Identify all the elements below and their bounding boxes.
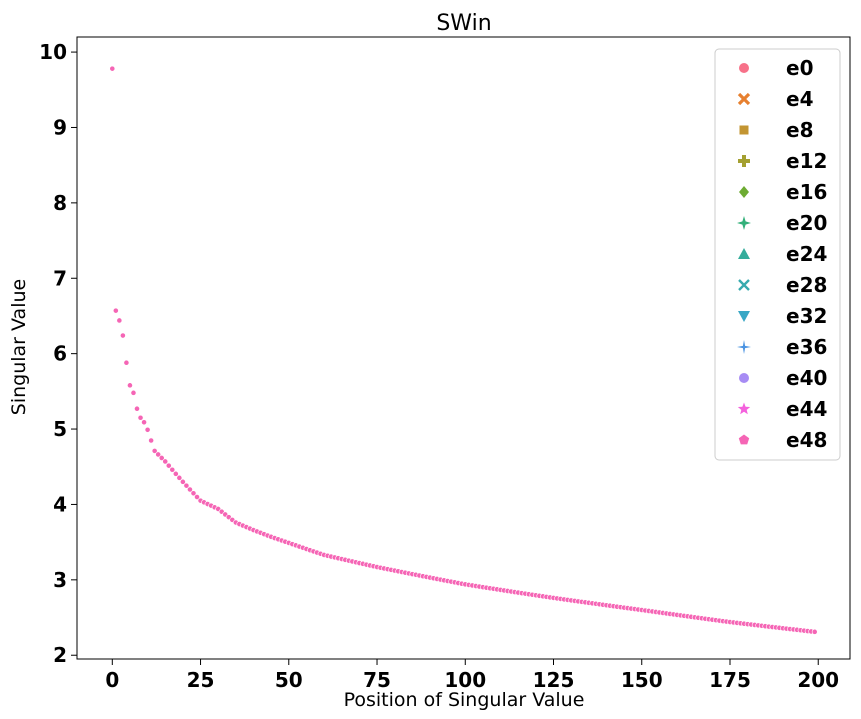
legend-label: e20 <box>786 211 827 235</box>
y-tick-label: 7 <box>53 266 67 290</box>
data-point <box>172 470 179 477</box>
legend-marker <box>737 92 751 106</box>
y-tick-label: 9 <box>53 115 67 139</box>
data-point <box>179 478 186 485</box>
x-tick-label: 100 <box>444 668 486 692</box>
data-point <box>130 389 137 396</box>
legend-marker <box>739 186 749 198</box>
legend-label: e4 <box>786 87 813 111</box>
x-axis-label: Position of Singular Value <box>344 689 585 711</box>
legend-entry-e44: e44 <box>737 397 827 421</box>
data-point <box>187 486 193 493</box>
legend-label: e40 <box>786 366 827 390</box>
legend-marker <box>739 373 749 383</box>
data-point <box>190 490 197 497</box>
legend-label: e48 <box>786 428 827 452</box>
legend-label: e8 <box>786 118 813 142</box>
x-tick-label: 125 <box>533 668 575 692</box>
legend-marker <box>737 402 751 415</box>
x-tick-label: 150 <box>621 668 663 692</box>
legend-entry-e40: e40 <box>739 366 827 390</box>
data-point <box>158 455 165 461</box>
plot-frame <box>76 36 851 660</box>
y-tick-label: 6 <box>53 342 67 366</box>
data-point <box>141 419 147 426</box>
data-point <box>123 359 130 366</box>
x-tick-label: 75 <box>363 668 391 692</box>
data-point <box>144 426 151 433</box>
legend-entry-e4: e4 <box>737 87 813 111</box>
data-point <box>119 332 126 339</box>
legend-marker <box>737 340 751 354</box>
legend-marker <box>737 216 751 230</box>
plot-area <box>76 36 851 660</box>
legend-marker <box>738 434 750 445</box>
legend-marker <box>738 311 750 322</box>
data-point <box>109 65 116 72</box>
chart-title: SWin <box>436 11 491 36</box>
legend-marker <box>738 155 750 167</box>
legend-label: e16 <box>786 180 827 204</box>
legend-marker <box>739 63 749 73</box>
data-point <box>134 405 140 412</box>
legend-entry-e48: e48 <box>738 428 827 452</box>
x-tick-label: 200 <box>797 668 839 692</box>
legend-label: e32 <box>786 304 827 328</box>
legend-entry-e12: e12 <box>738 149 827 173</box>
legend-label: e44 <box>786 397 827 421</box>
data-point <box>162 458 169 465</box>
y-tick-label: 3 <box>53 568 67 592</box>
data-point <box>155 451 162 458</box>
data-point <box>176 474 183 481</box>
data-point <box>183 482 190 489</box>
x-tick-label: 175 <box>709 668 751 692</box>
y-tick-label: 8 <box>53 191 67 215</box>
x-tick-label: 25 <box>187 668 215 692</box>
data-point <box>148 437 155 444</box>
legend-label: e0 <box>786 56 813 80</box>
legend-marker <box>738 279 750 291</box>
x-tick-label: 0 <box>105 668 119 692</box>
data-point <box>137 414 144 421</box>
legend-entry-e20: e20 <box>737 211 827 235</box>
y-axis: 2 3 4 5 6 7 8 9 10 <box>39 40 77 667</box>
data-point <box>811 628 818 635</box>
data-point <box>169 466 176 473</box>
legend-entry-e28: e28 <box>738 273 827 297</box>
y-tick-label: 2 <box>53 643 67 667</box>
legend-label: e24 <box>786 242 827 266</box>
legend-box <box>714 48 841 461</box>
x-axis: 0 25 50 75 100 125 150 175 200 <box>105 659 839 692</box>
data-point <box>127 382 133 389</box>
y-tick-label: 4 <box>53 492 67 516</box>
y-tick-label: 5 <box>53 417 67 441</box>
legend-label: e12 <box>786 149 827 173</box>
data-point <box>165 462 172 469</box>
data-point <box>116 317 123 324</box>
legend-entry-e0: e0 <box>739 56 813 80</box>
data-point <box>112 307 119 314</box>
legend-entry-e8: e8 <box>739 118 813 142</box>
data-points <box>109 65 818 635</box>
legend-entry-e32: e32 <box>738 304 827 328</box>
y-tick-label: 10 <box>39 40 67 64</box>
legend-entry-e24: e24 <box>738 242 827 266</box>
legend-label: e36 <box>786 335 827 359</box>
legend-marker <box>739 125 749 135</box>
data-point <box>194 494 200 500</box>
x-tick-label: 50 <box>275 668 303 692</box>
legend-marker <box>738 248 750 259</box>
y-axis-label: Singular Value <box>8 279 30 415</box>
data-point <box>151 448 158 454</box>
legend-entry-e16: e16 <box>739 180 827 204</box>
legend: e0 e4 e8 e12 e16 e20 e24 e28 e32 e36 e40 e44 e48 <box>714 48 841 461</box>
legend-entry-e36: e36 <box>737 335 827 359</box>
legend-label: e28 <box>786 273 827 297</box>
